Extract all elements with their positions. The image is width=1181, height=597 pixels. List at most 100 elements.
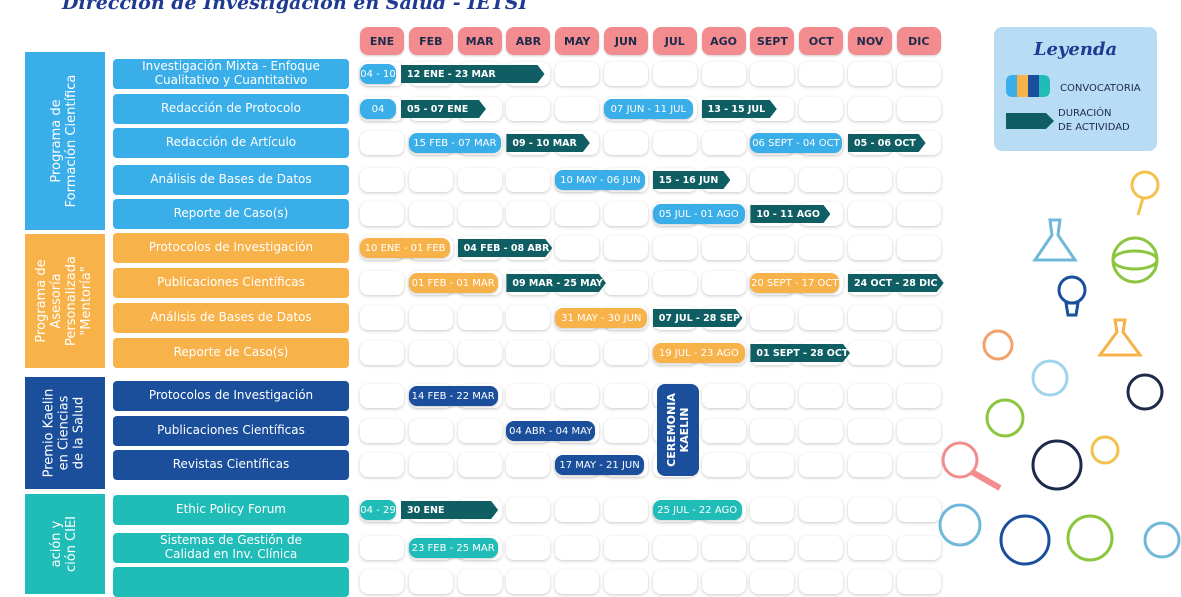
calendar-cell	[799, 453, 844, 477]
calendar-cell	[896, 419, 941, 443]
calendar-cell	[750, 498, 795, 522]
month-ene: ENE	[360, 27, 404, 55]
duration-arrow: 30 ENE	[401, 501, 498, 519]
calendar-cell	[896, 384, 941, 408]
section-label-3: Premio Kaelin en Ciencias de la Salud	[25, 377, 105, 489]
calendar-cell	[506, 570, 551, 594]
calendar-cell	[506, 168, 551, 192]
calendar-cell	[701, 570, 746, 594]
calendar-cell	[457, 570, 502, 594]
ceremonia-label: CEREMONIA KAELIN	[664, 393, 691, 467]
section-title: ación y ción CIEI	[49, 515, 79, 573]
flask-orange-icon	[1097, 318, 1143, 357]
calendar-cell	[848, 168, 892, 192]
calendar-cell	[701, 236, 746, 260]
duration-arrow: 12 ENE - 23 MAR	[401, 65, 545, 83]
legend-panel: Leyenda CONVOCATORIA DURACIÓN DE ACTIVID…	[994, 27, 1157, 151]
calendar-cell	[360, 341, 404, 365]
calendar-cell	[457, 306, 502, 330]
activity-label: Revistas Científicas	[113, 450, 349, 480]
section-label-4: ación y ción CIEI	[25, 494, 105, 594]
activity-label: Análisis de Bases de Datos	[113, 303, 349, 333]
calendar-cell	[506, 306, 551, 330]
magnifier-pink-icon	[941, 441, 979, 479]
section-title: Programa de Formación Científica	[49, 74, 79, 208]
calendar-cell	[750, 168, 795, 192]
convocatoria-bar: 07 JUN - 11 JUL	[604, 99, 693, 119]
duration-arrow: 15 - 16 JUN	[653, 171, 731, 189]
calendar-cell	[360, 536, 404, 560]
calendar-cell	[408, 570, 453, 594]
calendar-cell	[848, 202, 892, 226]
calendar-cell	[555, 570, 600, 594]
calendar-cell	[896, 202, 941, 226]
calendar-cell	[896, 453, 941, 477]
calendar-cell	[408, 168, 453, 192]
calendar-cell	[701, 131, 746, 155]
calendar-cell	[506, 498, 551, 522]
calendar-cell	[652, 570, 697, 594]
search-pink-icon	[1031, 359, 1069, 397]
activity-label: Redacción de Protocolo	[113, 94, 349, 124]
calendar-cell	[896, 498, 941, 522]
calendar-cell	[555, 341, 600, 365]
calendar-cell	[360, 384, 404, 408]
duration-arrow-icon	[1006, 113, 1054, 129]
month-feb: FEB	[408, 27, 453, 55]
calendar-cell	[652, 536, 697, 560]
calendar-cell	[408, 453, 453, 477]
calendar-cell	[896, 306, 941, 330]
calendar-cell	[360, 271, 404, 295]
calendar-cell	[604, 131, 648, 155]
calendar-cell	[848, 341, 892, 365]
calendar-cell	[848, 306, 892, 330]
calendar-cell	[848, 62, 892, 86]
duration-arrow: 05 - 06 OCT	[848, 134, 926, 152]
calendar-cell	[750, 236, 795, 260]
duration-arrow: 01 SEPT - 28 OCT	[750, 344, 850, 362]
convocatoria-bar: 04	[360, 99, 397, 119]
convocatoria-bar: 04 ABR - 04 MAY	[506, 421, 596, 441]
calendar-cell	[506, 97, 551, 121]
calendar-cell	[848, 419, 892, 443]
calendar-cell	[896, 536, 941, 560]
calendar-cell	[799, 419, 844, 443]
month-jun: JUN	[604, 27, 648, 55]
convocatoria-bar: 20 SEPT - 17 OCT	[750, 273, 840, 293]
calendar-cell	[555, 202, 600, 226]
calendar-cell	[750, 62, 795, 86]
convocatoria-bar: 14 FEB - 22 MAR	[408, 386, 498, 406]
calendar-cell	[604, 271, 648, 295]
calendar-cell	[750, 570, 795, 594]
month-oct: OCT	[799, 27, 844, 55]
activity-label: Reporte de Caso(s)	[113, 338, 349, 368]
calendar-cell	[750, 384, 795, 408]
duration-arrow: 07 JUL - 28 SEPT	[653, 309, 743, 327]
legend-duracion-line2: DE ACTIVIDAD	[1058, 122, 1130, 133]
duration-arrow: 09 MAR - 25 MAY	[506, 274, 606, 292]
activity-label: Publicaciones Científicas	[113, 416, 349, 446]
legend-convocatoria-label: CONVOCATORIA	[1060, 83, 1141, 94]
calendar-cell	[799, 570, 844, 594]
convocatoria-bar: 25 JUL - 22 AGO	[652, 500, 742, 520]
month-sept: SEPT	[750, 27, 795, 55]
convocatoria-bar: 10 ENE - 01 FEB	[360, 238, 451, 258]
calendar-cell	[750, 306, 795, 330]
legend-title: Leyenda	[1033, 39, 1118, 60]
calendar-cell	[750, 453, 795, 477]
bulb-blue-icon	[999, 514, 1051, 566]
section-label-2: Programa de Asesoría Personalizada "Ment…	[25, 234, 105, 368]
calendar-cell	[360, 168, 404, 192]
calendar-cell	[408, 306, 453, 330]
calendar-cell	[506, 341, 551, 365]
calendar-cell	[555, 62, 600, 86]
calendar-cell	[896, 236, 941, 260]
calendar-cell	[799, 498, 844, 522]
calendar-cell	[408, 202, 453, 226]
calendar-cell	[360, 570, 404, 594]
month-ago: AGO	[701, 27, 746, 55]
calendar-cell	[555, 236, 600, 260]
convocatoria-bar: 15 FEB - 07 MAR	[408, 133, 501, 153]
calendar-cell	[848, 498, 892, 522]
calendar-cell	[360, 131, 404, 155]
